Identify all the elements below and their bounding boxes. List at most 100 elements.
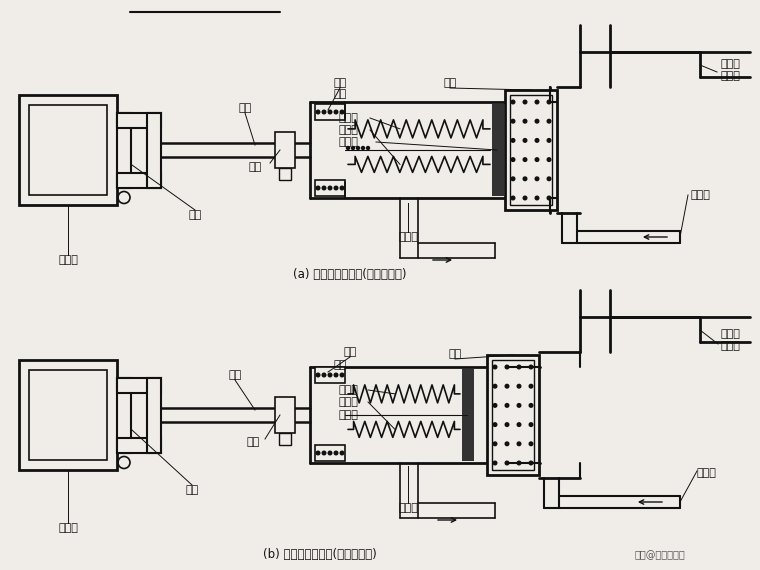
- Circle shape: [529, 461, 533, 465]
- Circle shape: [547, 158, 551, 161]
- Circle shape: [493, 365, 497, 369]
- Circle shape: [322, 186, 326, 190]
- Bar: [510, 95, 552, 205]
- Text: 导套: 导套: [334, 360, 347, 370]
- Circle shape: [523, 100, 527, 104]
- Circle shape: [340, 110, 344, 114]
- Text: 外弹簧: 外弹簧: [338, 125, 358, 135]
- Text: 盛水桶
出水口: 盛水桶 出水口: [720, 329, 740, 351]
- Circle shape: [529, 423, 533, 426]
- Circle shape: [340, 451, 344, 455]
- Text: 内弹簧: 内弹簧: [338, 113, 358, 123]
- Text: 排水口: 排水口: [398, 503, 418, 513]
- Text: 衔铁: 衔铁: [188, 210, 201, 220]
- Bar: [19, 360, 117, 470]
- Circle shape: [505, 423, 508, 426]
- Circle shape: [316, 451, 320, 455]
- Circle shape: [362, 146, 365, 149]
- Text: 电磁铁: 电磁铁: [58, 523, 78, 533]
- Bar: [117, 173, 161, 188]
- Circle shape: [535, 100, 539, 104]
- Text: 拉杆: 拉杆: [228, 370, 242, 380]
- Circle shape: [529, 442, 533, 446]
- Text: 头条@哥专修电器: 头条@哥专修电器: [635, 550, 686, 560]
- Text: 内弹簧: 内弹簧: [338, 385, 358, 395]
- Bar: [117, 112, 161, 128]
- Text: 拉杆: 拉杆: [239, 103, 252, 113]
- Circle shape: [518, 461, 521, 465]
- Circle shape: [493, 404, 497, 407]
- Circle shape: [322, 373, 326, 377]
- Circle shape: [535, 119, 539, 123]
- Bar: [315, 180, 345, 196]
- Circle shape: [523, 196, 527, 200]
- Text: 阀盖: 阀盖: [334, 78, 347, 88]
- Circle shape: [529, 365, 533, 369]
- Circle shape: [529, 384, 533, 388]
- Bar: [29, 105, 107, 195]
- Circle shape: [547, 196, 551, 200]
- Bar: [279, 168, 291, 180]
- Circle shape: [328, 110, 332, 114]
- Bar: [492, 360, 534, 470]
- Circle shape: [322, 451, 326, 455]
- Bar: [117, 377, 161, 393]
- Circle shape: [328, 451, 332, 455]
- Circle shape: [351, 146, 354, 149]
- Circle shape: [511, 100, 515, 104]
- Text: 电磁铁: 电磁铁: [58, 255, 78, 265]
- Circle shape: [505, 442, 508, 446]
- Text: (a) 洗涤、漂洗状态(电磁铁断电): (a) 洗涤、漂洗状态(电磁铁断电): [293, 267, 407, 280]
- Circle shape: [535, 139, 539, 142]
- Circle shape: [518, 404, 521, 407]
- Text: 橡胶阀: 橡胶阀: [338, 137, 358, 147]
- Circle shape: [523, 139, 527, 142]
- Circle shape: [523, 177, 527, 181]
- Text: 外弹簧: 外弹簧: [338, 397, 358, 407]
- Circle shape: [518, 384, 521, 388]
- Bar: [117, 438, 161, 453]
- Bar: [315, 104, 345, 120]
- Circle shape: [340, 186, 344, 190]
- Bar: [492, 104, 504, 196]
- Circle shape: [535, 158, 539, 161]
- Text: 挡套: 挡套: [249, 162, 261, 172]
- Circle shape: [518, 423, 521, 426]
- Text: 衔铁: 衔铁: [185, 485, 198, 495]
- Circle shape: [493, 423, 497, 426]
- Bar: [462, 369, 474, 461]
- Bar: [487, 355, 539, 475]
- Text: 排水口: 排水口: [398, 232, 418, 242]
- Bar: [19, 95, 117, 205]
- Circle shape: [328, 186, 332, 190]
- Text: 盛水桶
出水口: 盛水桶 出水口: [720, 59, 740, 81]
- Circle shape: [511, 119, 515, 123]
- Circle shape: [493, 442, 497, 446]
- Circle shape: [334, 110, 337, 114]
- Bar: [279, 433, 291, 445]
- Circle shape: [366, 146, 369, 149]
- Circle shape: [511, 177, 515, 181]
- Circle shape: [529, 404, 533, 407]
- Bar: [315, 445, 345, 461]
- Circle shape: [493, 384, 497, 388]
- Circle shape: [316, 186, 320, 190]
- Bar: [275, 132, 295, 168]
- Circle shape: [511, 196, 515, 200]
- Bar: [117, 377, 131, 453]
- Circle shape: [334, 373, 337, 377]
- Text: 溢水口: 溢水口: [690, 190, 710, 200]
- Circle shape: [523, 158, 527, 161]
- Bar: [505, 90, 557, 210]
- Circle shape: [505, 365, 508, 369]
- Text: (b) 排水、脱水状态(电磁铁通电): (b) 排水、脱水状态(电磁铁通电): [263, 548, 377, 561]
- Circle shape: [511, 139, 515, 142]
- Circle shape: [547, 177, 551, 181]
- Circle shape: [518, 365, 521, 369]
- Bar: [147, 112, 161, 188]
- Circle shape: [511, 158, 515, 161]
- Text: 橡胶阀: 橡胶阀: [338, 410, 358, 420]
- Circle shape: [547, 119, 551, 123]
- Bar: [29, 370, 107, 460]
- Circle shape: [493, 461, 497, 465]
